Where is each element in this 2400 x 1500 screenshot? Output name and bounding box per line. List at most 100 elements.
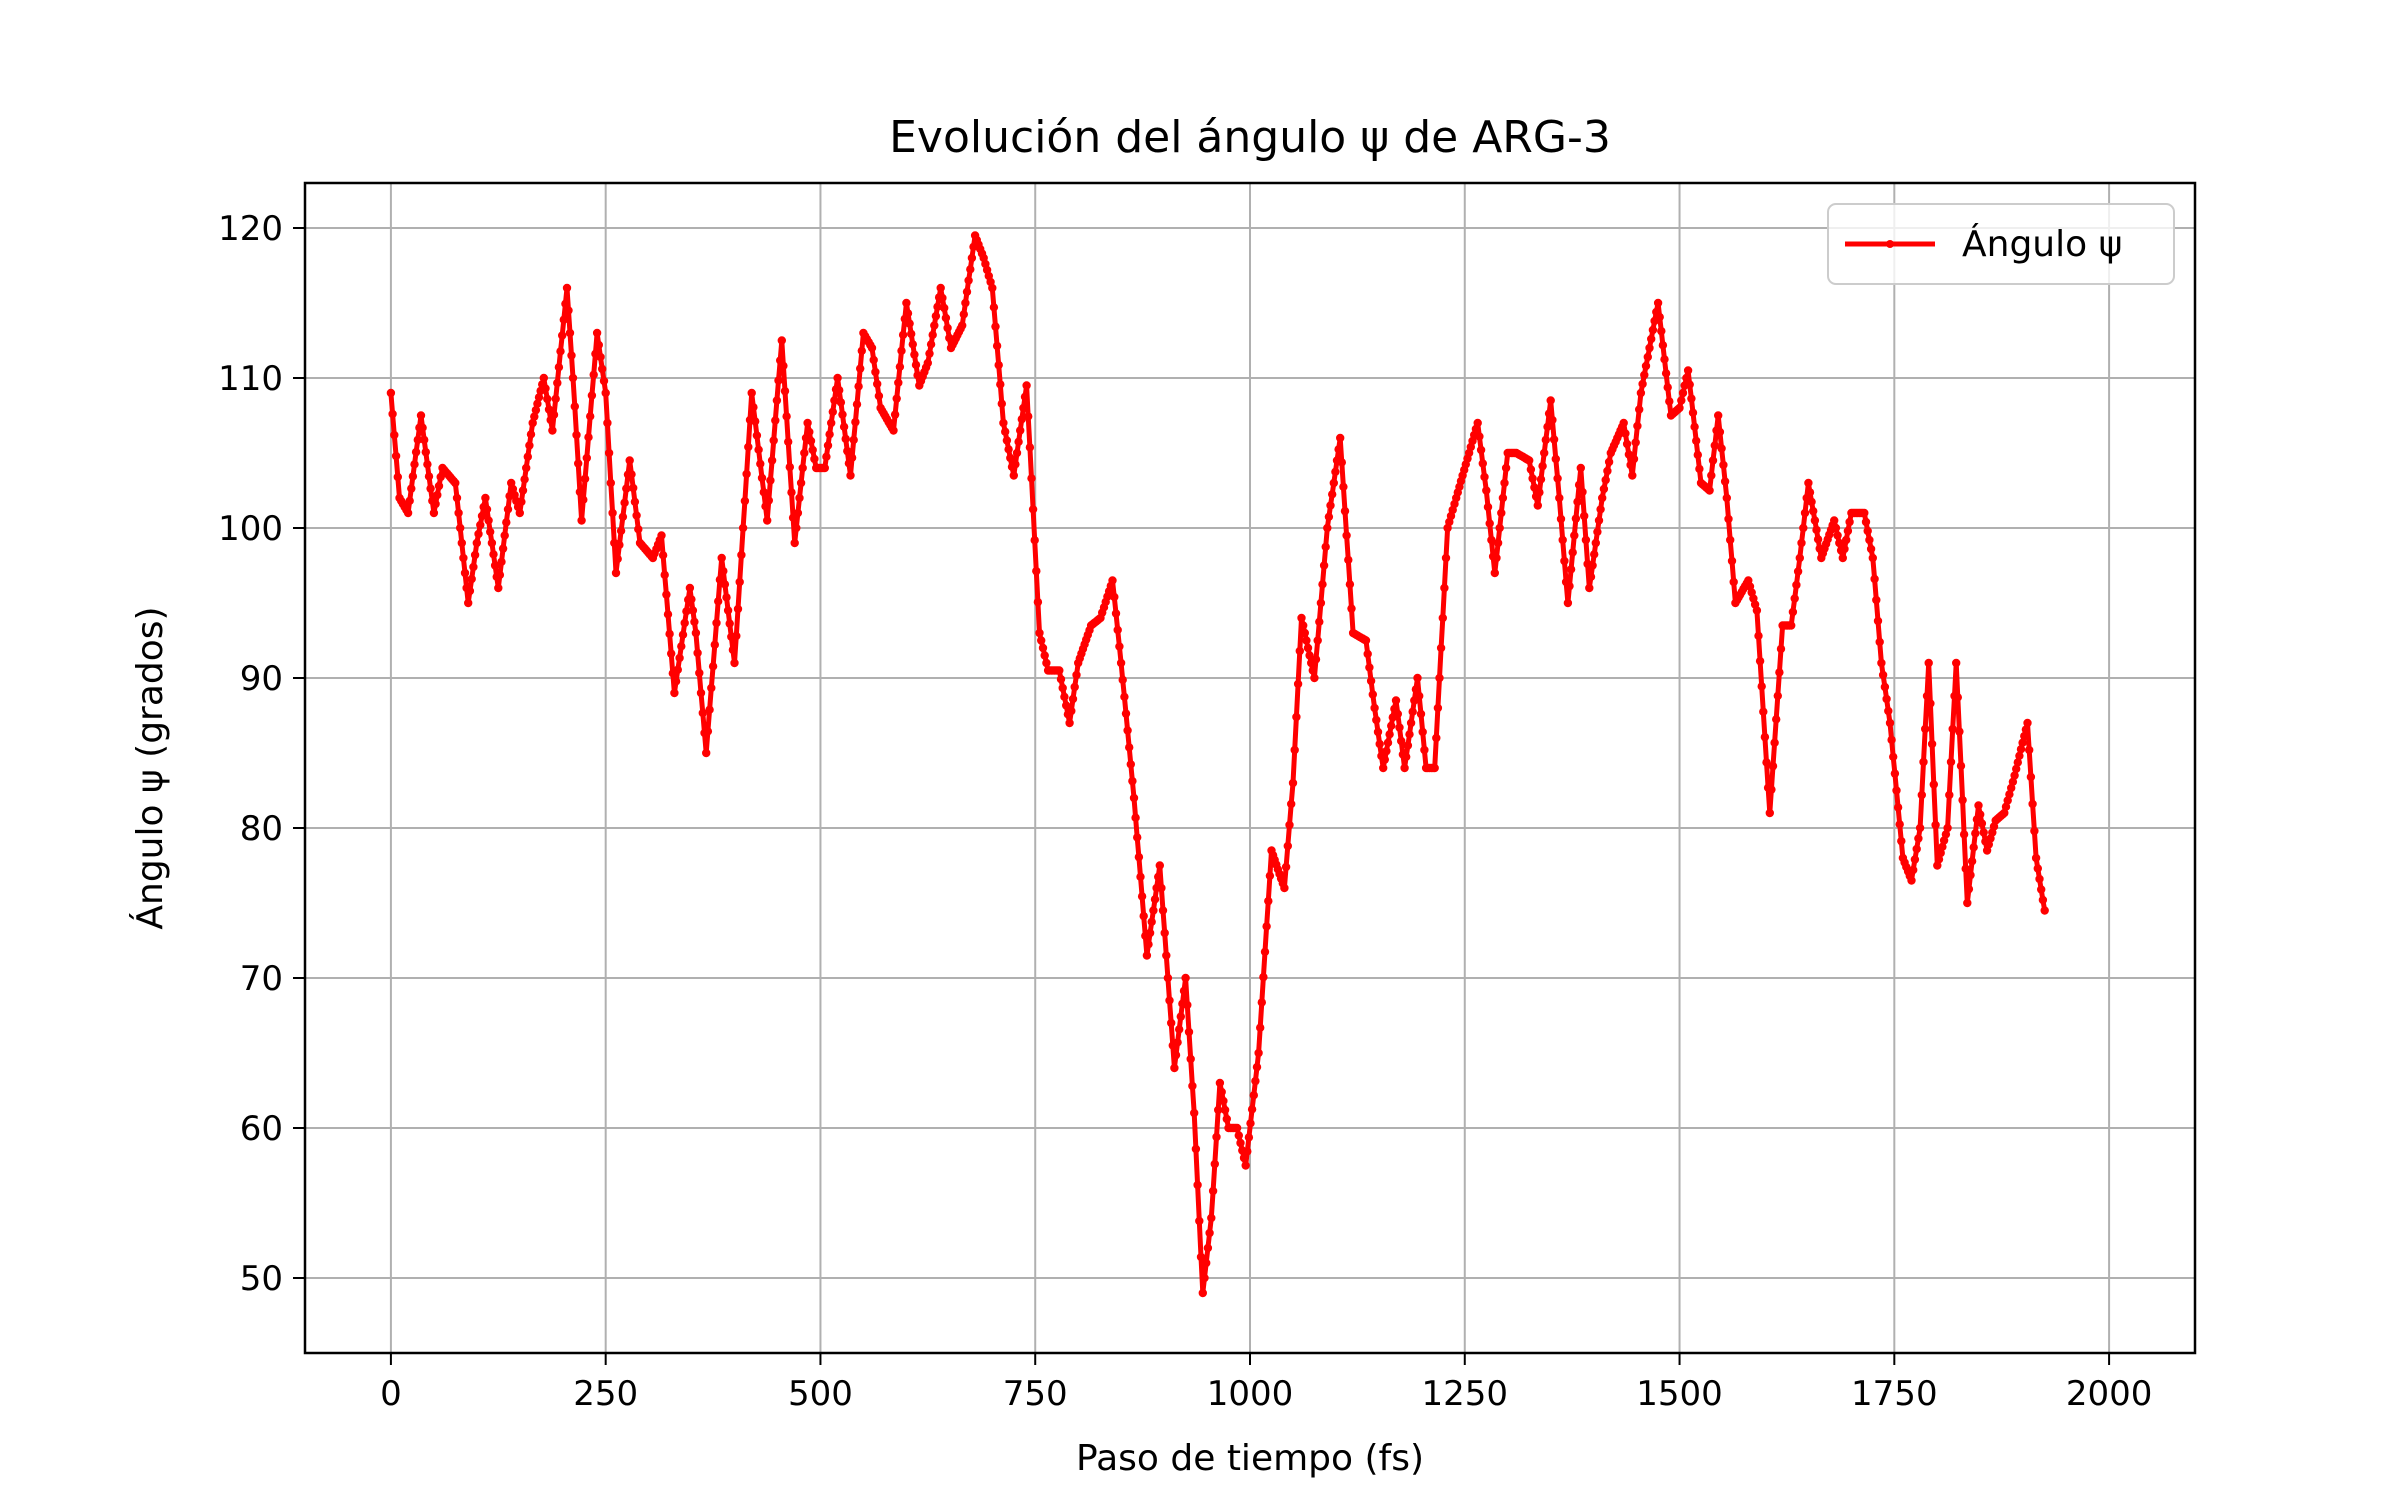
data-point (608, 508, 617, 518)
data-point (1167, 1018, 1176, 1028)
data-point (1690, 422, 1699, 431)
data-point (1220, 1105, 1230, 1115)
data-point (1831, 523, 1841, 533)
data-point (749, 403, 758, 412)
data-point (575, 487, 585, 497)
data-point (1633, 421, 1642, 431)
data-point (2025, 745, 2034, 755)
data-point (1678, 388, 1688, 398)
data-point (565, 328, 575, 338)
data-point (1280, 883, 1289, 893)
data-point (827, 418, 836, 428)
data-point (1715, 427, 1725, 437)
data-point (1810, 516, 1820, 525)
data-point (1017, 415, 1026, 424)
data-point (1473, 418, 1482, 428)
data-point (1027, 474, 1036, 483)
data-point (1315, 617, 1324, 626)
data-point (433, 490, 442, 500)
data-point (1490, 568, 1500, 578)
data-point (1551, 454, 1561, 464)
data-point (476, 520, 485, 530)
data-point (584, 433, 593, 442)
data-point (732, 631, 741, 641)
data-point (1303, 643, 1313, 653)
data-point (539, 373, 548, 383)
data-point (1032, 566, 1041, 576)
data-point (766, 476, 775, 485)
data-point (2016, 745, 2026, 754)
data-point (1323, 523, 1332, 533)
data-point (1134, 852, 1144, 862)
data-point (1498, 493, 1508, 503)
data-point (1553, 474, 1562, 483)
data-point (1234, 1131, 1244, 1140)
data-point (903, 309, 913, 318)
data-point (1232, 1123, 1242, 1133)
data-point (703, 727, 713, 736)
data-point (1190, 1108, 1199, 1118)
data-point (1525, 456, 1534, 465)
data-point (1022, 381, 1031, 390)
data-point (1840, 544, 1849, 554)
data-point (1420, 745, 1429, 755)
data-point (577, 516, 586, 525)
data-point (1196, 1252, 1206, 1262)
data-point (554, 363, 564, 372)
data-point (1004, 445, 1013, 454)
data-point (1665, 397, 1674, 406)
data-point (1622, 439, 1632, 449)
data-point (411, 447, 421, 457)
data-point (962, 287, 972, 296)
data-point (2013, 758, 2023, 767)
data-point (1770, 738, 1779, 747)
data-point (833, 373, 842, 383)
data-point (2020, 731, 2029, 741)
data-point (601, 388, 610, 398)
data-point (1283, 841, 1293, 851)
data-point (843, 446, 852, 456)
data-point (895, 362, 905, 371)
data-point (1807, 497, 1816, 506)
data-point (940, 303, 949, 313)
data-point (1116, 658, 1126, 668)
data-point (481, 493, 490, 503)
data-point (988, 283, 997, 293)
data-point (737, 550, 746, 560)
data-point (2008, 777, 2018, 786)
data-point (1150, 895, 1160, 904)
data-point (991, 322, 1000, 331)
data-point (568, 373, 578, 383)
data-point (1113, 625, 1122, 635)
data-point (495, 570, 505, 580)
data-point (712, 618, 721, 628)
data-point (604, 448, 614, 458)
data-point (434, 481, 444, 491)
data-point (1804, 478, 1813, 488)
data-point (856, 364, 865, 373)
data-point (961, 298, 970, 308)
data-point (678, 630, 688, 639)
data-point (1129, 793, 1139, 803)
data-point (992, 341, 1002, 351)
data-point (1133, 833, 1142, 842)
data-point (1310, 673, 1319, 683)
data-point (1759, 707, 1768, 716)
data-point (1379, 763, 1388, 773)
data-point (800, 448, 809, 458)
data-point (1563, 598, 1573, 608)
data-point (559, 315, 568, 324)
data-point (465, 586, 475, 596)
data-point (1683, 366, 1693, 375)
x-tick-label: 0 (380, 1374, 402, 1414)
data-point (1638, 379, 1647, 389)
data-point (994, 360, 1003, 370)
data-point (1536, 475, 1546, 484)
data-point (1370, 703, 1379, 713)
data-point (1917, 790, 1927, 800)
data-point (792, 523, 801, 533)
data-point (1964, 884, 1974, 894)
data-point (1953, 693, 1963, 702)
data-point (1629, 454, 1639, 464)
data-point (889, 426, 898, 435)
